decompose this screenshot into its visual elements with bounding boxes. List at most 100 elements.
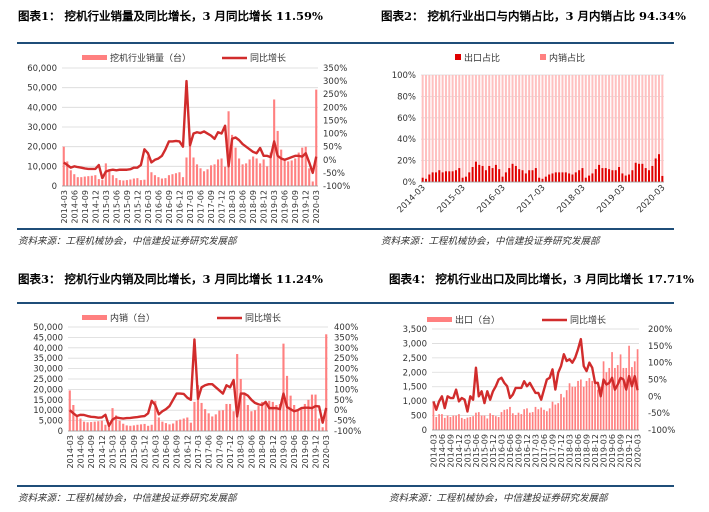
x-tick-label: 2016-03 [497,434,506,467]
x-tick-label: 2016-12 [183,435,192,468]
export-share-bar [601,168,604,182]
sales-bar [294,158,297,186]
sales-bar [108,171,111,186]
export-share-bar [461,177,464,182]
sales-bar [146,156,149,186]
domestic-share-bar [554,75,557,182]
sales-bar [449,417,452,430]
divider [17,485,354,487]
sales-bar [83,176,86,186]
sales-bar [204,409,207,431]
domestic-share-bar [641,75,644,182]
divider [17,42,354,44]
sales-bar [278,403,281,431]
export-share-bar [428,174,431,182]
y-tick-label: 2,500 [403,354,427,364]
domestic-share-bar [448,75,451,182]
sales-bar [594,383,596,430]
export-share-bar [528,170,531,182]
sales-bar [283,158,286,186]
x-tick-label: 2019-06 [281,190,290,223]
export-share-bar [628,174,631,182]
sales-bar [271,401,274,431]
sales-bar [261,401,264,431]
x-tick-label: 2016-06 [506,434,515,467]
sales-bar [311,181,314,186]
divider [17,302,354,304]
sales-bar [472,416,474,430]
y-tick-label: 15,000 [33,396,63,406]
export-share-bar [478,164,481,182]
sales-bar [303,403,306,431]
x-tick-label: 2018-09 [583,434,592,467]
x-tick-label: 2019-09 [617,434,626,467]
export-share-bar [491,168,494,182]
x-tick-label: 2017-06 [197,190,206,223]
x-tick-label: 2015-03 [102,190,111,223]
domestic-share-bar [591,75,594,182]
sales-bar [122,423,125,431]
x-tick-label: 2014-03 [66,435,75,468]
sales-bar [551,401,554,430]
x-tick-label: 2015-03 [463,434,472,467]
domestic-share-bar [471,75,474,182]
export-share-bar [571,174,574,182]
sales-bar [188,140,192,186]
domestic-share-bar [441,75,444,182]
x-tick-label: 2014-06 [70,190,79,223]
domestic-share-bar [428,75,431,182]
x-tick-label: 2015-09 [123,190,132,223]
export-share-bar [598,164,601,182]
sales-bar [189,422,192,431]
sales-bar [325,334,328,431]
y2-tick-label: 100% [323,130,347,140]
domestic-share-bar [421,75,424,182]
export-share-bar [501,176,504,182]
sales-bar [568,383,571,430]
domestic-share-bar [468,75,471,182]
y-tick-label: 60,000 [27,64,57,74]
sales-bar [86,422,89,431]
x-tick-label: 2016-09 [165,190,174,223]
sales-bar [432,402,435,430]
export-share-bar [464,176,467,182]
y-tick-label: 35,000 [33,354,63,364]
sales-bar [136,178,139,186]
y2-tick-label: 300% [334,344,358,354]
domestic-share-bar [488,75,491,182]
sales-bar [139,180,142,186]
x-tick-label: 2017-12 [226,435,235,468]
sales-bar [511,413,514,430]
sales-bar [466,417,469,430]
sales-bar [588,378,591,430]
chart4-title: 图表4： 挖机行业出口及同比增长，3 月同比增长 17.71% [389,272,694,286]
x-tick-label: 2020-03 [312,190,321,223]
domestic-share-bar [424,75,427,182]
sales-bar [160,178,163,186]
legend-label: 挖机行业销量（台） [110,52,191,64]
x-tick-label: 2015-06 [119,435,128,468]
sales-bar [241,164,244,186]
sales-bar [168,424,171,431]
x-tick-label: 2018-03 [555,183,587,215]
sales-bar [443,417,446,430]
sales-bar [545,411,548,430]
legend-swatch [427,317,452,322]
x-tick-label: 2015-03 [436,183,468,215]
sales-bar [314,394,317,431]
export-share-bar [558,172,561,182]
domestic-share-bar [648,75,651,182]
x-tick-label: 2016-12 [175,190,184,223]
x-tick-label: 2016-09 [514,434,523,467]
sales-bar [154,400,157,431]
sales-bar [446,415,449,430]
sales-bar [297,152,300,186]
sales-bar [455,415,457,430]
sales-bar [153,175,156,186]
export-share-bar [654,158,657,182]
x-tick-label: 2015-09 [480,434,489,467]
sales-bar [571,386,574,430]
sales-bar [452,415,455,430]
sales-bar [178,172,181,186]
sales-bar [605,372,608,430]
